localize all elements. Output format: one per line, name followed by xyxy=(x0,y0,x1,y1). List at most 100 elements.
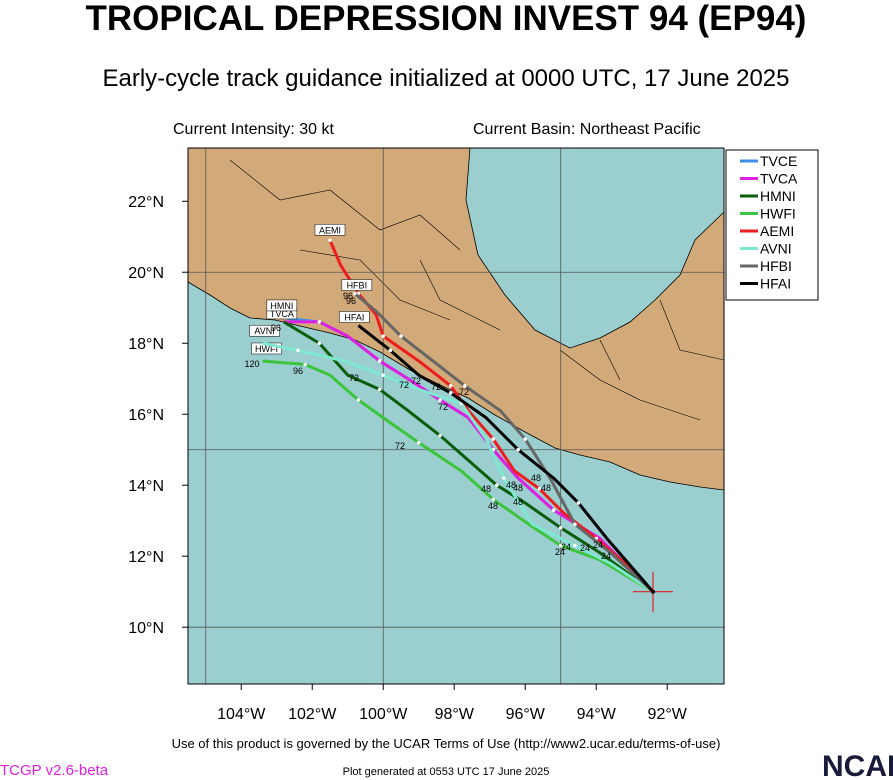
track-point xyxy=(303,362,307,367)
track-point xyxy=(356,398,361,402)
track-point xyxy=(558,526,563,530)
x-tick-label: 100°W xyxy=(359,706,408,723)
track-point xyxy=(537,486,542,491)
x-tick-label: 104°W xyxy=(217,706,266,723)
basin: Current Basin: Northeast Pacific xyxy=(473,121,701,138)
track-point xyxy=(495,483,499,488)
hour-label: 48 xyxy=(513,483,523,493)
track-point xyxy=(353,291,357,296)
track-point xyxy=(576,501,581,505)
start-point xyxy=(651,589,656,594)
track-point xyxy=(491,437,496,441)
track-point xyxy=(438,433,442,438)
track-point xyxy=(381,373,386,377)
track-label-box xyxy=(266,299,298,312)
track xyxy=(283,320,655,593)
track-point xyxy=(573,522,577,527)
version: TCGP v2.6-beta xyxy=(0,762,109,779)
track-point xyxy=(573,543,577,548)
track-label: HWFI xyxy=(255,344,278,354)
title: TROPICAL DEPRESSION INVEST 94 (EP94) xyxy=(86,0,807,38)
track-label-box xyxy=(341,279,373,291)
track-point xyxy=(516,447,520,452)
hour-label: 96 xyxy=(293,366,303,376)
hour-label: 48 xyxy=(488,501,498,511)
hour-label: 120 xyxy=(244,359,259,369)
track-point xyxy=(388,348,393,353)
hour-label: 96 xyxy=(271,323,281,333)
hour-label: 48 xyxy=(541,483,551,493)
track-point xyxy=(558,543,563,548)
track-point xyxy=(399,334,403,338)
track-point xyxy=(377,387,382,392)
generated: Plot generated at 0553 UTC 17 June 2025 xyxy=(343,766,550,778)
hour-label: 24 xyxy=(561,542,571,552)
x-tick-label: 94°W xyxy=(577,706,617,723)
track-point xyxy=(416,440,421,445)
legend-label: HWFI xyxy=(760,206,796,222)
track-point xyxy=(381,334,386,338)
track xyxy=(357,324,655,593)
track-point xyxy=(296,348,300,353)
track-point xyxy=(463,384,467,388)
logo: NCAR xyxy=(822,750,893,780)
y-tick-label: 16°N xyxy=(128,407,164,424)
hour-label: 72 xyxy=(349,373,359,383)
x-tick-label: 98°W xyxy=(435,706,475,723)
y-tick-label: 22°N xyxy=(128,194,164,211)
track-label: AVNI xyxy=(254,326,274,336)
hour-label: 24 xyxy=(580,543,590,553)
y-tick-label: 10°N xyxy=(128,620,164,637)
hour-label: 24 xyxy=(601,551,611,561)
track-point xyxy=(491,497,496,502)
hour-label: 96 xyxy=(343,291,353,301)
hour-label: 72 xyxy=(395,441,405,451)
track-point xyxy=(328,238,332,243)
hour-label: 72 xyxy=(399,380,409,390)
track-label: HMNI xyxy=(270,301,293,311)
hour-label: 48 xyxy=(531,473,541,483)
hour-label: 72 xyxy=(411,376,421,386)
frame xyxy=(187,147,725,685)
track-label: AEMI xyxy=(319,225,341,235)
tracks: TVCAHMNIHWFIAEMIAVNIHFBIHFAI120969696967… xyxy=(244,224,674,612)
subtitle: Early-cycle track guidance initialized a… xyxy=(102,65,789,92)
legend-label: HFBI xyxy=(760,258,792,274)
map-area: TVCAHMNIHWFIAEMIAVNIHFBIHFAI120969696967… xyxy=(188,148,724,684)
track-label-box xyxy=(249,324,280,337)
hour-label: 72 xyxy=(438,402,448,412)
track-point xyxy=(317,341,322,346)
legend-label: TVCA xyxy=(760,171,798,187)
hour-label: 96 xyxy=(346,296,356,306)
track-point xyxy=(317,320,322,324)
hour-label: 48 xyxy=(513,497,523,507)
hour-label: 48 xyxy=(481,484,491,494)
track xyxy=(262,341,654,593)
hour-label: 72 xyxy=(431,382,441,392)
track xyxy=(353,292,655,593)
track-point xyxy=(448,391,453,395)
hour-label: 72 xyxy=(459,387,469,397)
legend-label: HMNI xyxy=(760,188,796,204)
track-label: TVCA xyxy=(270,309,294,319)
y-tick-label: 14°N xyxy=(128,478,164,495)
track-point xyxy=(502,476,506,480)
intensity: Current Intensity: 30 kt xyxy=(173,121,335,138)
track-point xyxy=(551,508,556,512)
track-point xyxy=(523,437,528,441)
track-label-box xyxy=(339,311,370,323)
legend-label: HFAI xyxy=(760,276,791,292)
legend-label: AEMI xyxy=(760,223,794,239)
hour-label: 48 xyxy=(506,480,516,490)
terms: Use of this product is governed by the U… xyxy=(172,736,721,751)
track xyxy=(283,320,654,593)
track-point xyxy=(438,398,442,402)
legend-label: TVCE xyxy=(760,153,797,169)
y-tick-label: 20°N xyxy=(128,265,164,282)
track-label: HFBI xyxy=(347,281,368,291)
track-label-box xyxy=(314,224,346,236)
borders xyxy=(229,159,724,421)
